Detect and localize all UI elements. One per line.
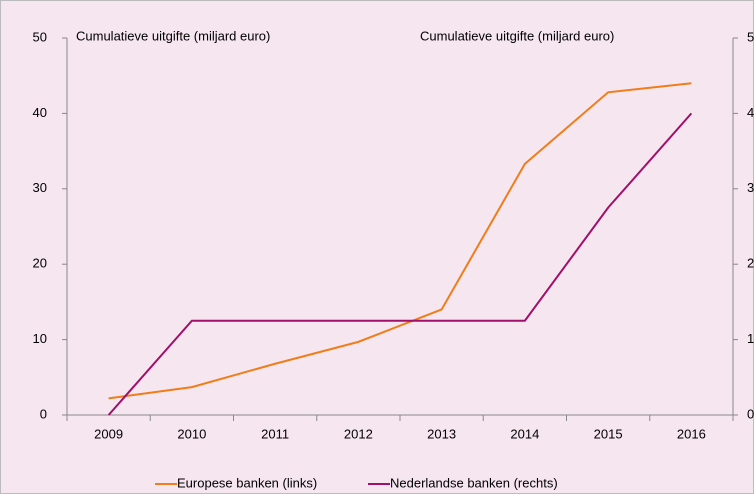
x-tick-label: 2011	[261, 426, 289, 441]
y2-tick-label: 3	[747, 180, 754, 195]
y-axis-label: Cumulatieve uitgifte (miljard euro)	[76, 28, 270, 43]
x-tick-label: 2012	[344, 426, 373, 441]
y-tick-label: 20	[33, 256, 47, 271]
y-tick-label: 10	[33, 331, 47, 346]
y2-tick-label: 1	[747, 331, 754, 346]
x-tick-label: 2013	[427, 426, 456, 441]
y-tick-label: 40	[33, 105, 47, 120]
legend-label: Europese banken (links)	[177, 475, 317, 490]
x-tick-label: 2010	[177, 426, 206, 441]
x-tick-label: 2014	[510, 426, 539, 441]
y2-axis-label: Cumulatieve uitgifte (miljard euro)	[420, 28, 614, 43]
series-line	[107, 112, 693, 416]
x-tick-label: 2016	[677, 426, 706, 441]
y2-tick-label: 4	[747, 105, 754, 120]
y-tick-label: 50	[33, 29, 47, 44]
y2-tick-label: 2	[747, 256, 754, 271]
y-tick-label: 30	[33, 180, 47, 195]
series-line	[108, 82, 692, 400]
x-tick-label: 2009	[94, 426, 123, 441]
y2-tick-label: 5	[747, 29, 754, 44]
x-tick-label: 2015	[594, 426, 623, 441]
y-tick-label: 0	[40, 406, 47, 421]
legend-label: Nederlandse banken (rechts)	[390, 475, 558, 490]
y2-tick-label: 0	[747, 406, 754, 421]
